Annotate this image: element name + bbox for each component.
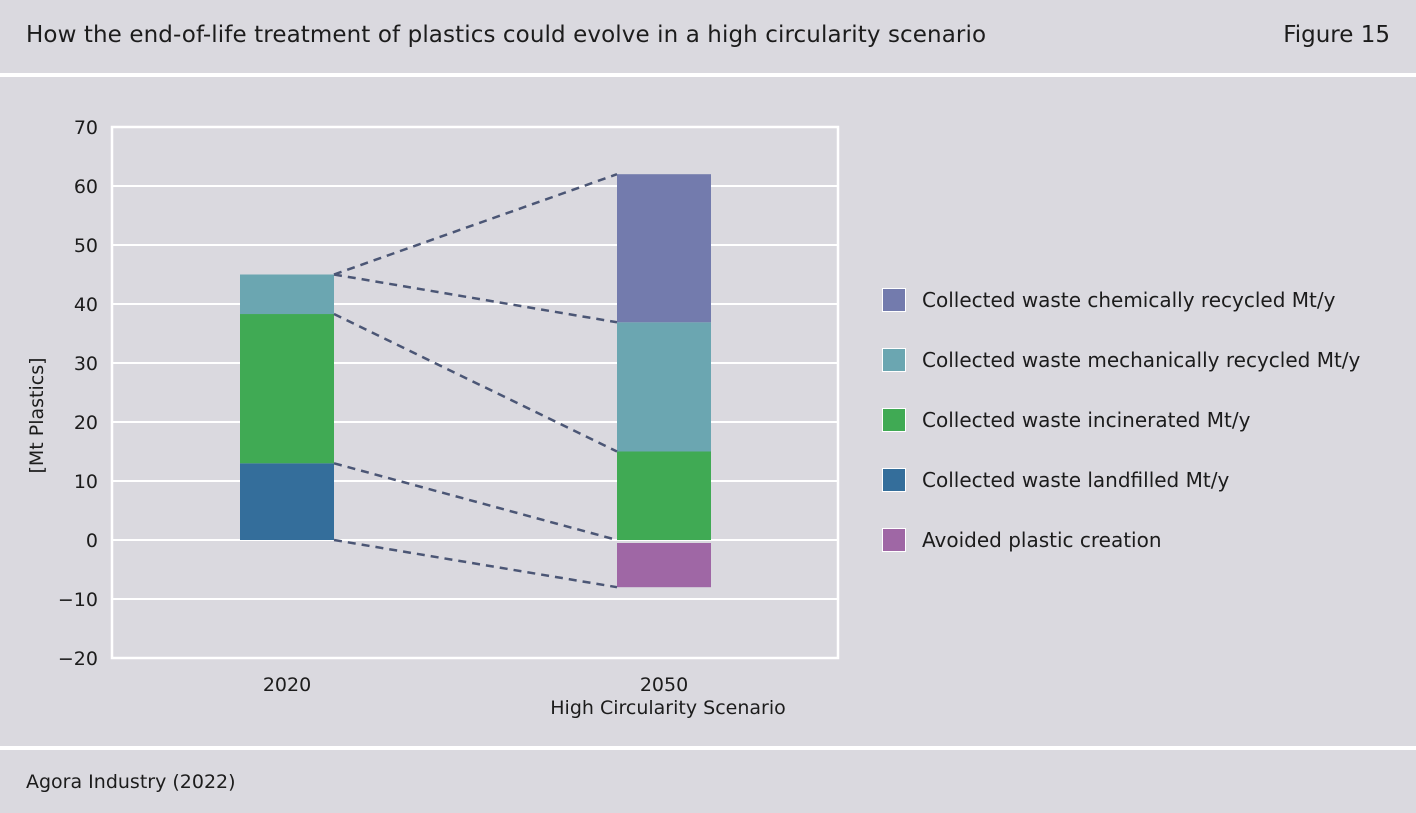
- page-title: How the end-of-life treatment of plastic…: [26, 22, 987, 48]
- legend-swatch: [882, 288, 906, 312]
- source-note: Agora Industry (2022): [26, 771, 236, 793]
- y-tick-label: 40: [74, 294, 98, 316]
- footer-divider: [0, 746, 1416, 750]
- legend-label: Collected waste mechanically recycled Mt…: [922, 348, 1361, 372]
- legend-label: Avoided plastic creation: [922, 528, 1162, 552]
- y-tick-label: −10: [58, 589, 98, 611]
- connector-line: [333, 538, 618, 589]
- y-tick-label: −20: [58, 648, 98, 670]
- legend-swatch: [882, 468, 906, 492]
- bar-segment-2050-collected-waste-mechanically-recycled-mt-y: [617, 322, 711, 452]
- y-tick-label: 0: [86, 530, 98, 552]
- connector-line: [333, 273, 618, 324]
- bar-segment-2020-collected-waste-landfilled-mt-y: [240, 463, 334, 540]
- plot-frame: [110, 125, 840, 660]
- bar-segment-2050-avoided-plastic-creation: [617, 543, 711, 588]
- connector-line: [333, 312, 618, 453]
- y-tick-label: 50: [74, 235, 98, 257]
- y-tick-label: 10: [74, 471, 98, 493]
- legend-label: Collected waste chemically recycled Mt/y: [922, 288, 1336, 312]
- header: How the end-of-life treatment of plastic…: [0, 0, 1416, 74]
- bar-segment-2050-collected-waste-incinerated-mt-y: [617, 451, 711, 540]
- x-tick-label: 2020: [263, 674, 311, 696]
- connector-line: [333, 173, 618, 276]
- legend-label: Collected waste landfilled Mt/y: [922, 468, 1230, 492]
- x-tick-label: 2050: [640, 674, 688, 696]
- bar-segment-2020-collected-waste-incinerated-mt-y: [240, 314, 334, 464]
- header-divider: [0, 73, 1416, 77]
- y-tick-label: 20: [74, 412, 98, 434]
- legend-swatch: [882, 408, 906, 432]
- figure-label: Figure 15: [1283, 22, 1390, 48]
- y-tick-label: 60: [74, 176, 98, 198]
- x-tick-sublabel: High Circularity Scenario: [550, 697, 785, 719]
- y-tick-label: 30: [74, 353, 98, 375]
- legend-swatch: [882, 528, 906, 552]
- bar-segment-2050-collected-waste-chemically-recycled-mt-y: [617, 174, 711, 323]
- connector-line: [333, 462, 618, 542]
- y-tick-label: 70: [74, 117, 98, 139]
- bar-segment-2020-collected-waste-mechanically-recycled-mt-y: [240, 274, 334, 315]
- legend-swatch: [882, 348, 906, 372]
- legend-label: Collected waste incinerated Mt/y: [922, 408, 1251, 432]
- y-axis-label: [Mt Plastics]: [26, 357, 48, 473]
